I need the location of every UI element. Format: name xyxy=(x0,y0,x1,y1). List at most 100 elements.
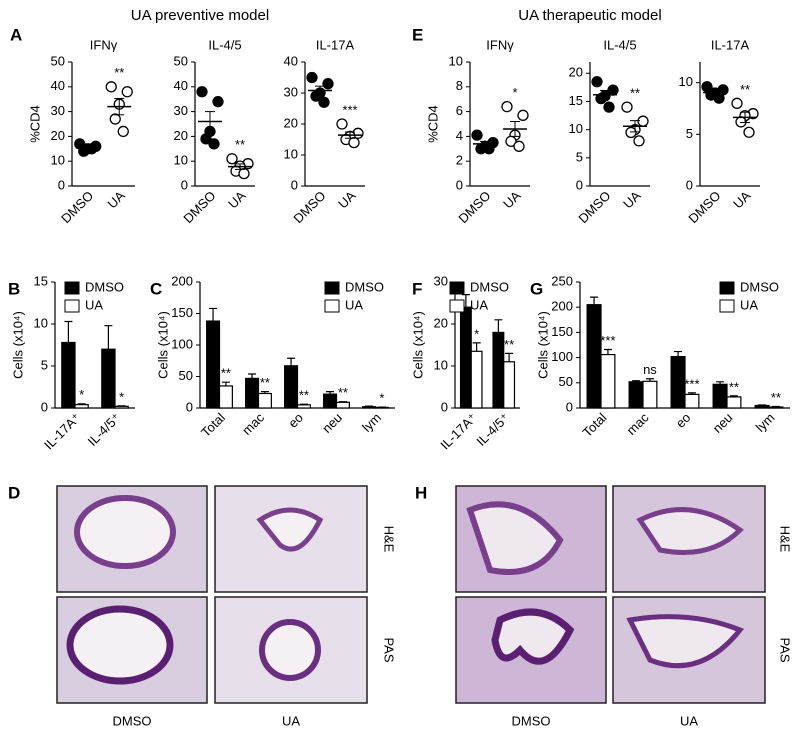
bar xyxy=(61,341,76,409)
dot xyxy=(208,138,220,150)
bar xyxy=(670,355,686,409)
error-bar xyxy=(472,342,481,352)
y-tick-label: 0 xyxy=(186,399,193,414)
y-axis-label: Cells (x10⁴) xyxy=(535,311,550,379)
significance: * xyxy=(379,390,384,405)
significance: ** xyxy=(221,366,231,381)
bar xyxy=(712,383,728,409)
y-tick-label: 250 xyxy=(551,273,573,288)
error-bar xyxy=(630,120,640,133)
dot xyxy=(625,126,637,139)
significance: * xyxy=(474,326,479,341)
significance: *** xyxy=(600,333,615,348)
legend-swatch xyxy=(449,281,465,295)
x-tick-label: UA xyxy=(104,188,128,212)
x-tick-label: Total xyxy=(198,410,228,440)
panel-letter: B xyxy=(8,279,20,298)
x-tick-label: neu xyxy=(319,410,345,436)
error-bar xyxy=(209,307,218,322)
dot xyxy=(322,78,334,90)
error-bar xyxy=(603,348,612,355)
legend-swatch xyxy=(324,299,340,313)
bar xyxy=(245,377,260,409)
x-tick-label: lym xyxy=(753,410,778,435)
error-bar xyxy=(345,131,355,139)
dot xyxy=(637,115,649,127)
y-tick-label: 30 xyxy=(174,103,188,118)
x-tick-label: UA xyxy=(730,188,754,212)
legend-swatch xyxy=(64,299,80,313)
y-tick-label: 0 xyxy=(181,177,188,192)
significance: * xyxy=(119,389,124,404)
dot xyxy=(501,100,513,113)
error-bar xyxy=(338,401,347,403)
y-tick-label: 150 xyxy=(551,324,573,339)
y-tick-label: 10 xyxy=(434,357,448,372)
y-tick-label: 2 xyxy=(456,153,463,168)
bar xyxy=(492,331,505,409)
y-tick-label: 10 xyxy=(284,146,298,161)
significance: ** xyxy=(740,82,750,97)
y-axis-label: Cells (x10⁴) xyxy=(10,311,25,379)
x-tick-label: neu xyxy=(710,410,736,436)
section-title: UA therapeutic model xyxy=(518,7,661,24)
y-tick-label: 30 xyxy=(284,84,298,99)
error-bar xyxy=(299,403,308,405)
error-bar xyxy=(687,392,696,395)
y-tick-label: 6 xyxy=(456,103,463,118)
significance: *** xyxy=(342,102,357,117)
legend-swatch xyxy=(719,281,735,295)
legend-label: DMSO xyxy=(345,279,384,294)
error-bar xyxy=(505,352,514,362)
dot xyxy=(318,96,330,108)
dot xyxy=(513,140,525,152)
legend-swatch xyxy=(64,281,80,295)
x-tick-label: IL-4/5⁺ xyxy=(473,410,512,449)
error-bar xyxy=(315,85,325,96)
bar xyxy=(257,392,272,409)
legend-label: UA xyxy=(470,297,488,312)
bar xyxy=(754,404,770,409)
y-tick-label: 10 xyxy=(51,153,65,168)
x-tick-label: DMSO xyxy=(455,188,493,226)
panel-letter: D xyxy=(8,483,20,502)
legend-label: UA xyxy=(345,297,363,312)
bar xyxy=(206,320,221,409)
error-bar xyxy=(205,111,215,132)
dot xyxy=(517,109,529,121)
bar xyxy=(74,404,89,409)
significance: ** xyxy=(504,337,514,352)
dot xyxy=(603,101,615,113)
error-bar xyxy=(510,121,520,137)
dot xyxy=(196,86,208,98)
panel-letter: C xyxy=(150,279,162,298)
error-bar xyxy=(235,163,245,170)
x-tick-label: mac xyxy=(239,410,267,438)
y-tick-label: 8 xyxy=(456,78,463,93)
significance: ** xyxy=(729,379,739,394)
y-tick-label: 40 xyxy=(174,78,188,93)
section-title: UA preventive model xyxy=(131,7,269,24)
bar xyxy=(284,365,299,409)
error-bar xyxy=(674,350,683,357)
bar xyxy=(459,306,472,409)
y-axis-label: %CD4 xyxy=(27,105,42,143)
y-tick-label: 50 xyxy=(174,53,188,68)
x-tick-label: mac xyxy=(624,410,652,438)
error-bar xyxy=(287,357,296,366)
y-tick-label: 30 xyxy=(434,273,448,288)
dot xyxy=(471,129,483,141)
legend-swatch xyxy=(324,281,340,295)
y-tick-label: 50 xyxy=(559,374,573,389)
y-tick-label: 0 xyxy=(576,177,583,192)
error-bar xyxy=(600,89,610,100)
chart-title: IFNγ xyxy=(90,37,118,52)
error-bar xyxy=(494,319,503,333)
x-tick-label: lym xyxy=(359,410,384,435)
chart-title: IL-4/5 xyxy=(603,37,636,52)
legend-label: UA xyxy=(740,297,758,312)
y-tick-label: 100 xyxy=(551,349,573,364)
error-bar xyxy=(716,381,725,385)
x-tick-label: eo xyxy=(673,410,694,431)
y-tick-label: 10 xyxy=(679,74,693,89)
